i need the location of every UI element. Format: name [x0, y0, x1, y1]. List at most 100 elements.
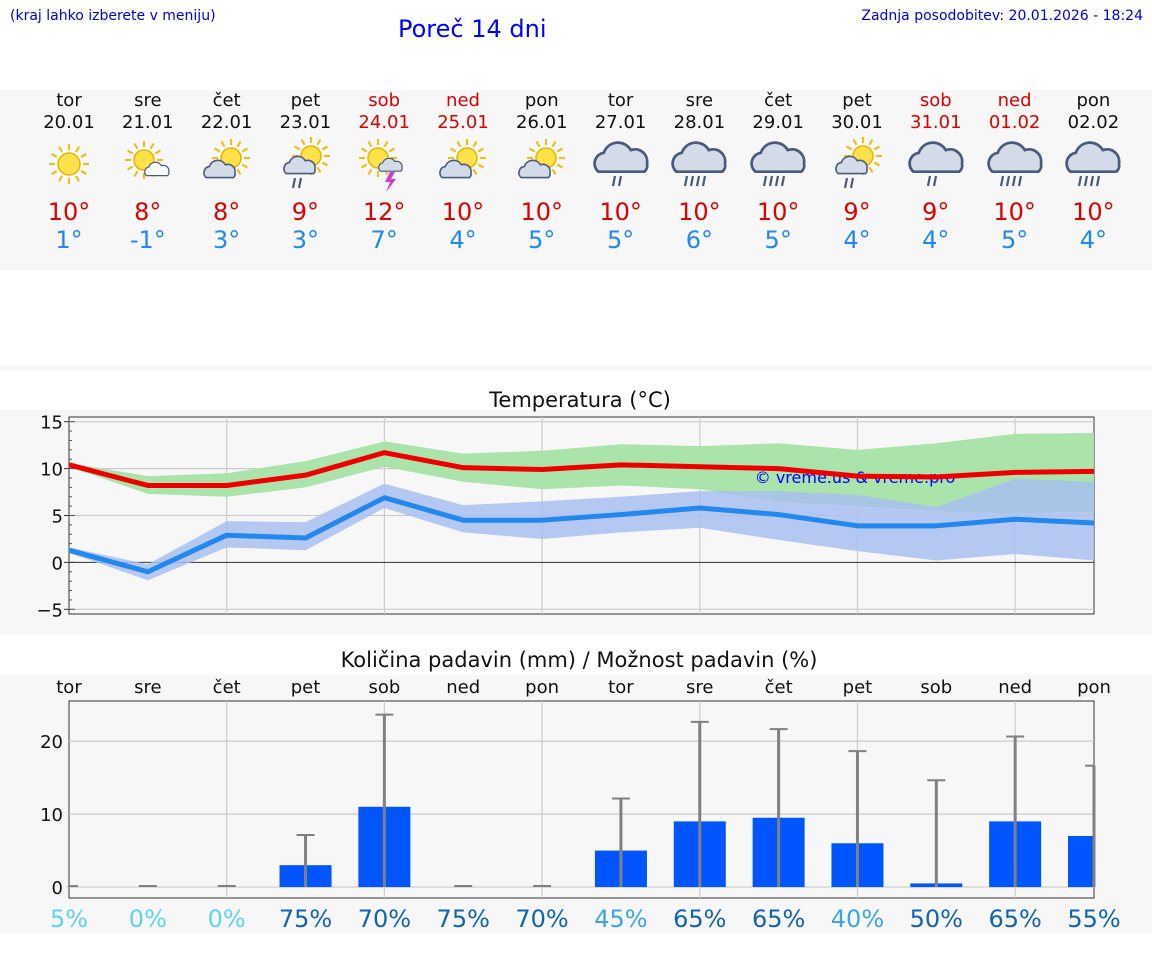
- day-date: 02.02: [1067, 112, 1120, 133]
- min-temperature: 4°: [843, 226, 871, 254]
- precipitation-probability: 0%: [129, 905, 167, 933]
- day-date: 28.01: [673, 112, 726, 133]
- precipitation-probability: 0%: [208, 905, 246, 933]
- day-column: pon 02.02 10° 4°: [1053, 90, 1133, 254]
- cloud-heavy-rain-icon: [1053, 134, 1133, 194]
- day-name: sob: [919, 90, 952, 111]
- day-date: 25.01: [437, 112, 489, 133]
- day-column: sob 24.01 12° 7°: [344, 90, 424, 254]
- day-column: ned 25.01 10° 4°: [423, 90, 503, 254]
- page-title: Poreč 14 dni: [398, 15, 547, 43]
- min-temperature-band: [69, 478, 1094, 581]
- sun-cloud-rain-icon: [265, 134, 345, 194]
- day-name: pet: [842, 90, 872, 111]
- precipitation-bar: [1068, 835, 1094, 888]
- max-temperature: 10°: [441, 198, 485, 226]
- day-name: čet: [764, 90, 793, 111]
- sun-small-cloud-icon: [108, 134, 188, 194]
- day-name: pon: [524, 90, 559, 111]
- y-tick-label: 0: [52, 878, 63, 899]
- day-name: sre: [685, 90, 714, 111]
- precipitation-plot-area: [68, 700, 1095, 899]
- separator: [0, 366, 1152, 371]
- y-tick-label: 15: [40, 413, 63, 434]
- day-date: 23.01: [279, 112, 332, 133]
- min-temperature-line: [68, 495, 1095, 575]
- daily-forecast-strip: [0, 90, 1152, 270]
- temperature-chart-title: Temperatura (°C): [489, 388, 671, 412]
- day-date: 01.02: [988, 112, 1041, 133]
- max-temperature: 9°: [291, 198, 320, 226]
- x-category-label: tor: [608, 677, 634, 698]
- partly-cloudy-icon: [423, 134, 503, 194]
- x-category-label: sre: [686, 677, 713, 698]
- day-name: pon: [1076, 90, 1111, 111]
- cloud-heavy-rain-icon: [659, 134, 739, 194]
- y-tick-label: 0: [52, 553, 63, 574]
- max-temperature: 8°: [134, 198, 162, 226]
- max-temperature-line: [68, 450, 1095, 488]
- cloud-rain-icon: [896, 134, 976, 194]
- day-name: čet: [212, 90, 241, 111]
- day-date: 20.01: [43, 112, 95, 133]
- min-temperature: 7°: [370, 226, 398, 254]
- max-temperature: 10°: [678, 198, 721, 226]
- day-date: 26.01: [516, 112, 568, 133]
- precipitation-probability: 70%: [358, 905, 411, 933]
- day-name: tor: [56, 90, 82, 111]
- max-temperature: 9°: [843, 198, 871, 226]
- day-column: sre 28.01 10° 6°: [659, 90, 739, 254]
- sunny-icon: [29, 134, 109, 194]
- y-tick-label: 10: [40, 460, 63, 481]
- y-tick-label: −5: [36, 600, 63, 621]
- day-name: ned: [997, 90, 1032, 111]
- min-temperature: 5°: [764, 226, 792, 254]
- precipitation-probability: 5%: [50, 905, 88, 933]
- day-name: sre: [134, 90, 162, 111]
- location-hint: (kraj lahko izberete v meniju): [10, 8, 216, 24]
- day-name: sob: [368, 90, 401, 111]
- precipitation-probability: 65%: [988, 905, 1041, 933]
- day-date: 29.01: [752, 112, 804, 133]
- day-column: ned 01.02 10° 5°: [975, 90, 1055, 254]
- max-temperature-band: [69, 432, 1094, 514]
- x-category-label: pon: [1077, 677, 1111, 698]
- day-date: 22.01: [200, 112, 253, 133]
- last-update: Zadnja posodobitev: 20.01.2026 - 18:24: [861, 8, 1143, 24]
- precipitation-probability: 65%: [752, 905, 805, 933]
- min-temperature: 4°: [1079, 226, 1108, 254]
- precipitation-probability: 40%: [831, 905, 884, 933]
- precipitation-probability: 70%: [515, 905, 568, 933]
- x-category-label: ned: [998, 677, 1032, 698]
- min-temperature: 4°: [449, 226, 477, 254]
- x-category-label: tor: [56, 677, 82, 698]
- x-category-label: pet: [291, 677, 321, 698]
- cloud-heavy-rain-icon: [738, 134, 818, 194]
- max-temperature: 12°: [362, 198, 406, 226]
- day-name: pet: [290, 90, 321, 111]
- day-date: 27.01: [594, 112, 647, 133]
- min-temperature: 1°: [55, 226, 83, 254]
- min-temperature: 5°: [1000, 226, 1029, 254]
- y-tick-label: 10: [40, 805, 63, 826]
- max-temperature: 10°: [47, 198, 91, 226]
- day-date: 30.01: [831, 112, 883, 133]
- day-column: tor 20.01 10° 1°: [29, 90, 109, 254]
- min-temperature: 3°: [291, 226, 320, 254]
- x-category-label: čet: [213, 677, 241, 698]
- day-name: ned: [446, 90, 480, 111]
- max-temperature: 10°: [756, 198, 800, 226]
- min-temperature: 5°: [528, 226, 556, 254]
- day-date: 21.01: [122, 112, 174, 133]
- day-column: čet 29.01 10° 5°: [738, 90, 818, 254]
- precipitation-probability: 45%: [594, 905, 647, 933]
- sun-thunder-icon: [344, 134, 424, 194]
- x-category-label: sob: [368, 677, 400, 698]
- cloud-rain-icon: [581, 134, 661, 194]
- day-column: sob 31.01 9° 4°: [896, 90, 976, 254]
- cloud-heavy-rain-icon: [975, 134, 1055, 194]
- sun-cloud-rain-icon: [817, 134, 897, 194]
- x-category-label: čet: [765, 677, 793, 698]
- min-temperature: 6°: [685, 226, 714, 254]
